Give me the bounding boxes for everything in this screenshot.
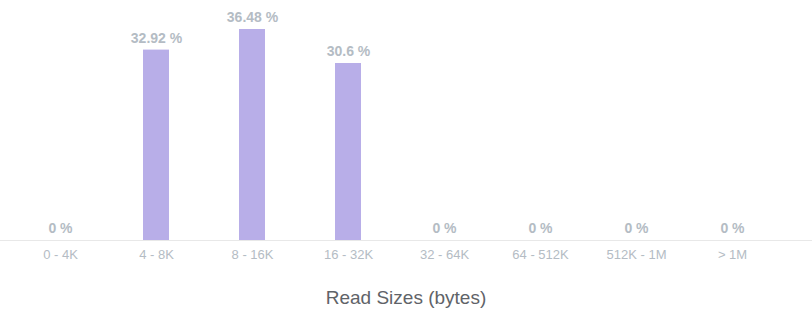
svg-text:16 - 32K: 16 - 32K	[324, 247, 373, 262]
svg-text:0 - 4K: 0 - 4K	[43, 247, 78, 262]
svg-text:0 %: 0 %	[528, 220, 553, 236]
svg-text:0 %: 0 %	[624, 220, 649, 236]
svg-text:4 - 8K: 4 - 8K	[139, 247, 174, 262]
svg-text:8 - 16K: 8 - 16K	[232, 247, 274, 262]
svg-text:64 - 512K: 64 - 512K	[512, 247, 569, 262]
svg-text:0 %: 0 %	[48, 220, 73, 236]
svg-text:> 1M: > 1M	[718, 247, 747, 262]
svg-text:36.48 %: 36.48 %	[227, 9, 279, 25]
svg-text:30.6 %: 30.6 %	[327, 43, 371, 59]
svg-text:0 %: 0 %	[432, 220, 457, 236]
svg-text:32.92 %: 32.92 %	[131, 30, 183, 46]
svg-text:0 %: 0 %	[720, 220, 745, 236]
svg-text:512K - 1M: 512K - 1M	[607, 247, 667, 262]
svg-text:32 - 64K: 32 - 64K	[420, 247, 469, 262]
html-text:Read Sizes (bytes): Read Sizes (bytes)	[325, 287, 487, 308]
